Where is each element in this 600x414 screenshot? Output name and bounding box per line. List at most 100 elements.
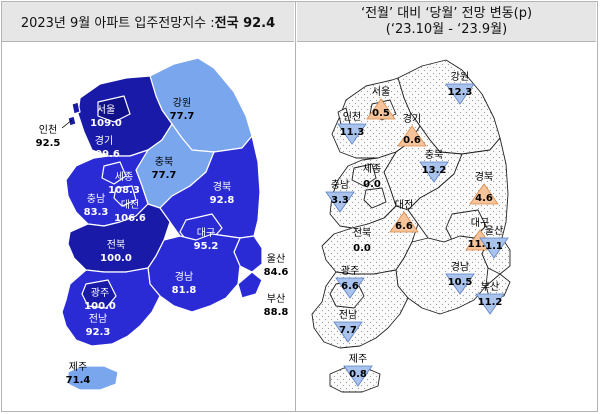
- region-seoul: [97, 95, 131, 123]
- right-region-value: 12.3: [448, 87, 473, 98]
- region-busan: [237, 271, 263, 299]
- left-region-value: 92.5: [36, 138, 61, 149]
- left-region-name: 대전: [121, 199, 139, 211]
- right-region-value: 0.0: [353, 243, 371, 254]
- up-triangle-icon: [397, 125, 427, 147]
- right-region-value: 0.0: [363, 179, 381, 190]
- down-triangle-icon: [343, 365, 373, 387]
- right-region-name: 대전: [395, 199, 413, 211]
- region-gwangju: [81, 279, 117, 309]
- left-header-title: 2023년 9월 아파트 입주전망지수 :: [20, 16, 215, 31]
- left-region-name: 강원: [173, 97, 191, 109]
- left-region-name: 제주: [69, 361, 87, 373]
- left-region-value: 83.3: [84, 207, 109, 218]
- right-region-value: 3.3: [331, 195, 349, 206]
- left-region-value: 108.3: [108, 185, 140, 196]
- right-region-value: 4.6: [475, 193, 493, 204]
- left-region-value: 88.8: [264, 307, 289, 318]
- right-region-name: 전남: [339, 309, 357, 321]
- left-labels: 서울 109.0 경기 109.6 인천 92.5 강원 77.7 충북 77.7 세종 108.3충…: [36, 97, 289, 386]
- panel-divider: [295, 2, 296, 411]
- left-region-name: 충남: [87, 193, 105, 205]
- down-triangle-icon: [475, 293, 505, 315]
- left-region-name: 충북: [155, 156, 173, 168]
- left-region-name: 경기: [95, 134, 113, 147]
- right-region-name: 광주: [341, 265, 359, 277]
- right-region-value: 0.8: [349, 369, 367, 380]
- left-region-name: 인천: [39, 124, 57, 136]
- right-region-name: 충북: [425, 149, 443, 161]
- left-region-name: 경남: [175, 270, 193, 283]
- right-region-name: 서울: [372, 86, 390, 98]
- right-region-value: 6.6: [341, 281, 359, 292]
- down-triangle-icon: [479, 237, 509, 259]
- down-triangle-icon: [445, 273, 475, 295]
- r-region-daejeon: [363, 187, 387, 209]
- left-region-name: 경북: [213, 180, 231, 193]
- right-region-name: 충남: [331, 179, 349, 191]
- left-region-value: 109.6: [88, 149, 120, 160]
- right-region-name: 부산: [481, 281, 499, 293]
- region-jeju: [67, 365, 119, 391]
- up-triangle-icon: [389, 211, 419, 233]
- down-triangle-icon: [337, 123, 367, 145]
- right-header-line1: ‘전월’ 대비 ‘당월’ 전망 변동(p): [360, 5, 533, 21]
- left-region-value: 71.4: [66, 375, 91, 386]
- incheon-pointer: [61, 119, 73, 129]
- down-triangle-icon: [333, 321, 363, 343]
- right-region-name: 경북: [475, 170, 493, 183]
- left-region-name: 대구: [197, 227, 215, 239]
- right-region-value: 10.5: [448, 277, 473, 288]
- right-region-name: 제주: [349, 353, 367, 365]
- left-header: 2023년 9월 아파트 입주전망지수 : 전국 92.4: [2, 2, 294, 42]
- left-region-value: 84.6: [264, 267, 289, 278]
- right-region-value: 7.7: [339, 325, 357, 336]
- right-region-name: 경남: [451, 260, 469, 273]
- right-header-line2: (‘23.10월 - ‘23.9월): [385, 21, 508, 37]
- right-header: ‘전월’ 대비 ‘당월’ 전망 변동(p) (‘23.10월 - ‘23.9월): [297, 2, 596, 42]
- left-region-value: 92.8: [210, 195, 235, 206]
- r-region-sejong: [351, 163, 377, 187]
- right-labels: 서울 0.5 경기 0.6 인천 11.3 강원 12.3 충북 13.2 세종 0.0 충남 3.3 대전…: [325, 71, 509, 387]
- region-sejong: [101, 161, 127, 185]
- left-region-value: 92.3: [86, 327, 111, 338]
- down-triangle-icon: [419, 161, 449, 183]
- left-map: [61, 57, 263, 391]
- left-region-value: 81.8: [172, 285, 197, 296]
- right-region-name: 인천: [343, 111, 361, 123]
- left-region-value: 77.7: [152, 170, 177, 181]
- right-region-value: 11.2: [478, 297, 503, 308]
- up-triangle-icon: [366, 98, 396, 120]
- right-region-value: 11.0: [468, 239, 493, 250]
- left-region-name: 전남: [89, 313, 107, 325]
- right-region-value: 13.2: [422, 165, 447, 176]
- region-daejeon: [113, 185, 137, 207]
- right-region-name: 울산: [485, 225, 503, 237]
- region-chungnam: [65, 149, 149, 227]
- left-region-name: 광주: [91, 287, 109, 299]
- right-region-value: 1.1: [485, 241, 503, 252]
- right-region-name: 대구: [471, 217, 489, 229]
- left-region-value: 100.0: [100, 253, 132, 264]
- left-header-national: 전국 92.4: [214, 16, 276, 31]
- left-region-name: 서울: [97, 104, 115, 116]
- left-region-name: 전북: [107, 239, 125, 251]
- right-region-value: 0.6: [403, 135, 421, 146]
- region-incheon-2: [67, 115, 77, 127]
- left-region-name: 세종: [115, 171, 133, 183]
- right-region-value: 11.3: [340, 127, 365, 138]
- right-region-name: 강원: [451, 71, 469, 83]
- down-triangle-icon: [445, 83, 475, 105]
- left-region-value: 100.0: [84, 301, 116, 312]
- down-triangle-icon: [335, 277, 365, 299]
- right-region-value: 0.5: [372, 108, 390, 119]
- left-region-value: 95.2: [194, 241, 219, 252]
- right-region-value: 6.6: [395, 221, 413, 232]
- left-region-value: 109.0: [90, 118, 122, 129]
- region-incheon: [71, 101, 81, 115]
- left-region-value: 106.6: [114, 213, 146, 224]
- up-triangle-icon: [469, 183, 499, 205]
- right-region-name: 전북: [353, 227, 371, 239]
- right-region-name: 세종: [363, 163, 381, 175]
